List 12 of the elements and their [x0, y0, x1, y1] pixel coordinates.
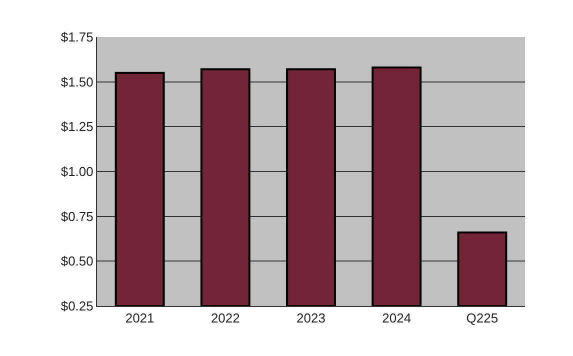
y-tick-label: $1.25 — [60, 119, 94, 134]
y-tick-label: $1.00 — [60, 164, 94, 180]
y-tick-label: $0.50 — [60, 254, 94, 269]
x-tick-label: 2021 — [125, 310, 154, 326]
x-tick-label: 2023 — [296, 310, 326, 326]
x-tick-label: 2022 — [210, 310, 240, 326]
x-tick-label: 2024 — [382, 310, 412, 326]
y-tick-label: $1.50 — [60, 74, 94, 90]
y-tick-label: $1.75 — [60, 30, 94, 45]
y-tick-label: $0.25 — [60, 298, 94, 314]
x-tick-label: Q225 — [466, 310, 498, 326]
y-tick-label: $0.75 — [60, 208, 94, 224]
